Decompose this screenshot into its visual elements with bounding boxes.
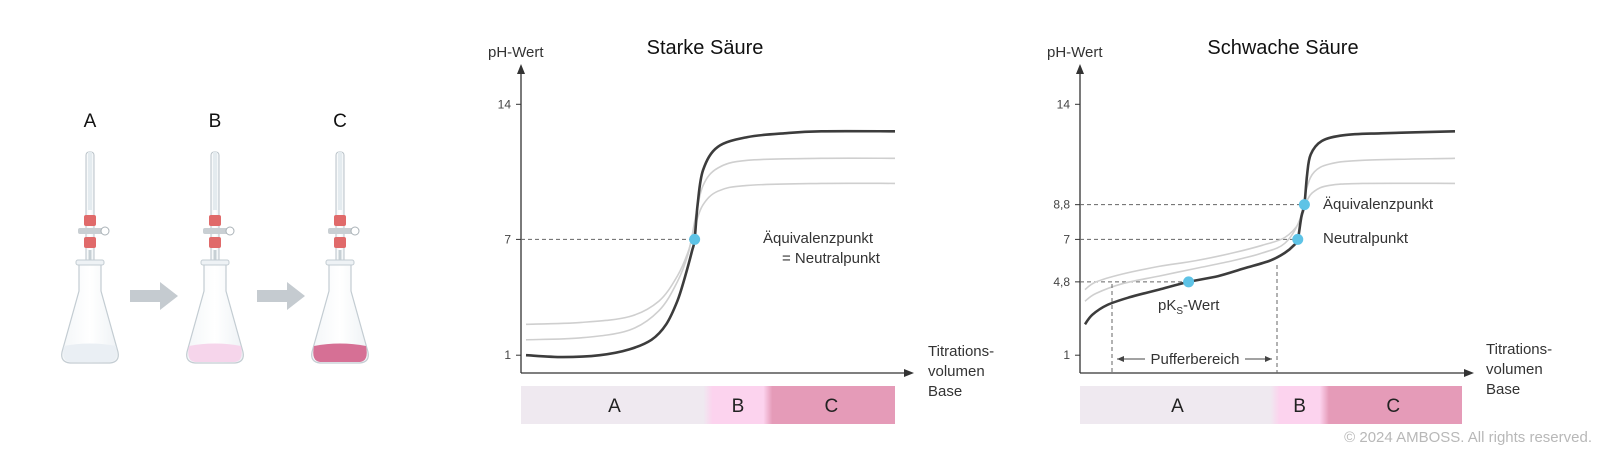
stopcock-valve-icon	[328, 228, 354, 234]
y-axis-label: pH-Wert	[1047, 44, 1103, 61]
band-label-b: B	[732, 396, 745, 417]
x-axis-label-line: volumen	[928, 363, 985, 380]
main-curve	[1083, 130, 1456, 326]
indicator-band: A B C	[521, 386, 895, 424]
stopcock-knob-icon	[100, 226, 110, 236]
indicator-color-band	[521, 386, 895, 424]
marker-point	[689, 233, 701, 245]
marker-points	[1183, 199, 1310, 288]
buffer-range-label: Pufferbereich	[1151, 351, 1240, 368]
reference-curve	[525, 157, 896, 341]
arrow-right-icon	[257, 282, 305, 310]
main-curve	[525, 129, 896, 359]
chart-title: Starke Säure	[647, 37, 764, 59]
x-axis-label: Titrations- volumen Base	[1486, 341, 1552, 398]
y-tick-label: 14	[498, 97, 512, 111]
chart-title: Schwache Säure	[1207, 37, 1358, 59]
y-axis-label: pH-Wert	[488, 44, 544, 61]
titration-curves	[525, 129, 896, 359]
x-axis-label-line: Titrations-	[1486, 341, 1552, 358]
y-tick-label: 1	[504, 348, 511, 362]
arrow-left-icon	[1117, 356, 1124, 362]
band-label-a: A	[1171, 396, 1184, 417]
arrow-right-icon	[1265, 356, 1272, 362]
x-axis-label-line: Base	[1486, 381, 1520, 398]
flask-liquid	[63, 343, 117, 362]
pks-label-main: pK	[1158, 297, 1176, 314]
indicator-color-band	[1080, 386, 1462, 424]
marker-point	[1183, 276, 1195, 288]
neutral-point-label: = Neutralpunkt	[782, 250, 881, 267]
flask-label-a: A	[84, 111, 97, 132]
flask-rim	[75, 259, 105, 266]
stopcock-upper	[209, 215, 221, 226]
x-axis-label-line: Titrations-	[928, 343, 994, 360]
y-tick-label: 1	[1063, 348, 1070, 362]
equivalence-point-label: Äquivalenzpunkt	[1323, 196, 1434, 213]
erlenmeyer-flask-icon	[186, 261, 244, 364]
chart-strong-acid: Starke Säure pH-Wert Titrations- volumen…	[488, 37, 994, 424]
burette-liquid	[88, 152, 92, 210]
pks-label-sub: S	[1176, 306, 1183, 317]
x-axis-arrowhead	[904, 369, 914, 377]
y-tick-label: 14	[1057, 97, 1071, 111]
pks-value-label: pKS-Wert	[1158, 297, 1220, 317]
stopcock-upper	[334, 215, 346, 226]
flask-c	[311, 151, 369, 364]
erlenmeyer-flask-icon	[311, 261, 369, 364]
copyright-notice: © 2024 AMBOSS. All rights reserved.	[1344, 429, 1592, 446]
x-axis-arrowhead	[1464, 369, 1474, 377]
equivalence-point-label: Äquivalenzpunkt	[763, 230, 874, 247]
flask-label-c: C	[333, 111, 347, 132]
band-label-b: B	[1293, 396, 1306, 417]
stopcock-knob-icon	[225, 226, 235, 236]
y-axis-arrowhead	[517, 64, 525, 74]
y-tick-label: 7	[504, 232, 511, 246]
neutral-point-label: Neutralpunkt	[1323, 230, 1409, 247]
band-label-c: C	[1386, 396, 1400, 417]
erlenmeyer-flask-icon	[61, 261, 119, 364]
flask-liquid	[188, 343, 242, 362]
x-axis-label-line: volumen	[1486, 361, 1543, 378]
band-label-a: A	[608, 396, 621, 417]
x-axis-label-line: Base	[928, 383, 962, 400]
arrow-right-icon	[130, 282, 178, 310]
flask-rim	[325, 259, 355, 266]
stopcock-upper	[84, 215, 96, 226]
stopcock-lower	[84, 237, 96, 248]
y-tick-label: 8,8	[1053, 198, 1070, 212]
stopcock-knob-icon	[350, 226, 360, 236]
stopcock-valve-icon	[78, 228, 104, 234]
band-label-c: C	[825, 396, 839, 417]
reference-curve	[1084, 182, 1456, 291]
flask-a	[61, 151, 119, 364]
reference-curve	[1084, 157, 1456, 302]
marker-point	[1292, 233, 1304, 245]
marker-point	[1298, 199, 1310, 211]
pks-label-suffix: -Wert	[1183, 297, 1220, 314]
y-tick-label: 4,8	[1053, 275, 1070, 289]
flask-rim	[200, 259, 230, 266]
flask-b	[186, 151, 244, 364]
titration-curves	[1083, 130, 1456, 326]
flask-panel: A B C	[61, 111, 369, 364]
chart-weak-acid: Schwache Säure pH-Wert Titrations- volum…	[1047, 37, 1552, 424]
y-ticks: 1 4,8 7 8,8 14	[1053, 97, 1080, 362]
x-axis-label: Titrations- volumen Base	[928, 343, 994, 400]
indicator-band: A B C	[1080, 386, 1462, 424]
burette-liquid	[213, 152, 217, 210]
guide-lines	[1080, 204, 1305, 283]
y-tick-label: 7	[1063, 232, 1070, 246]
burette-liquid	[338, 152, 342, 210]
marker-points	[689, 233, 701, 245]
stopcock-valve-icon	[203, 228, 229, 234]
stopcock-lower	[334, 237, 346, 248]
stopcock-lower	[209, 237, 221, 248]
flask-liquid	[313, 343, 367, 362]
y-axis-arrowhead	[1076, 64, 1084, 74]
buffer-range: Pufferbereich	[1111, 265, 1278, 373]
flask-label-b: B	[209, 111, 222, 132]
